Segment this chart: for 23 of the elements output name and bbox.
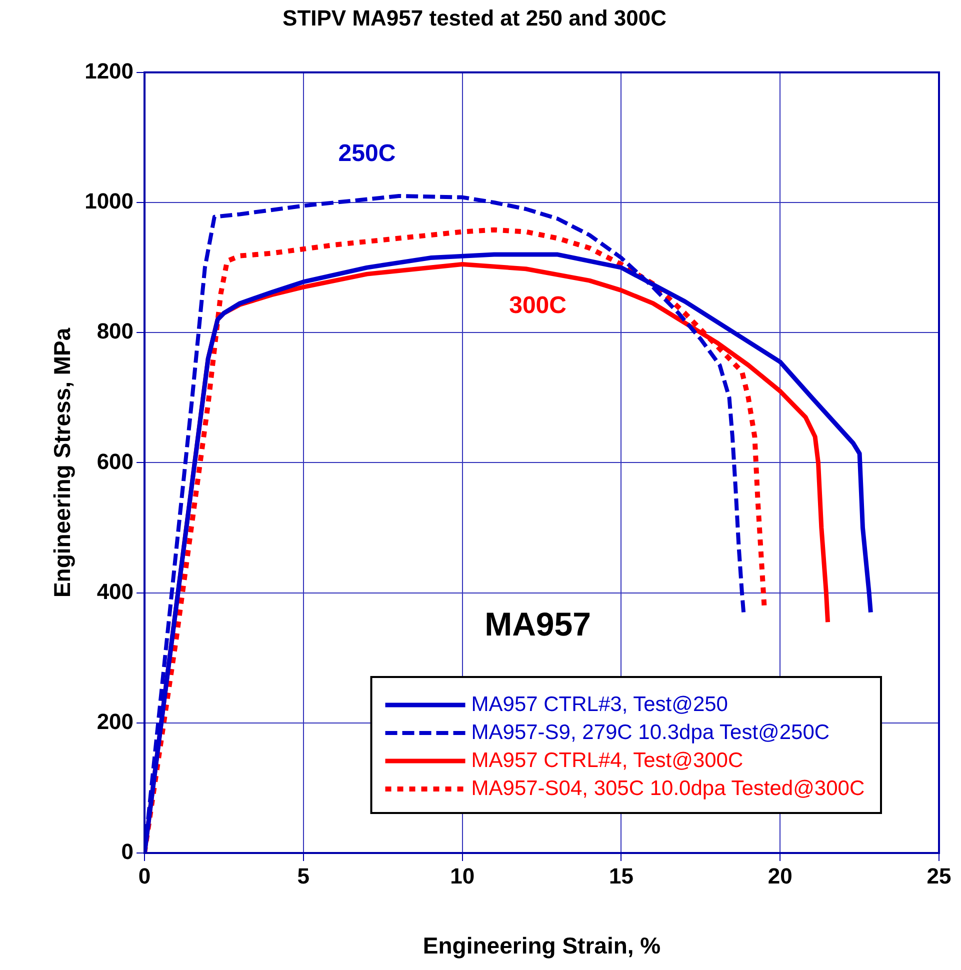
x-tick-label: 20 bbox=[768, 863, 792, 888]
y-tick-label: 1000 bbox=[84, 188, 134, 214]
legend-label: MA957-S04, 305C 10.0dpa Tested@300C bbox=[471, 776, 865, 800]
y-tick-label: 0 bbox=[121, 839, 134, 864]
legend-label: MA957 CTRL#4, Test@300C bbox=[471, 748, 744, 772]
annotation: 300C bbox=[509, 292, 566, 320]
x-axis-title: Engineering Strain, % bbox=[422, 932, 661, 959]
chart-title: STIPV MA957 tested at 250 and 300C bbox=[282, 5, 667, 30]
y-tick-label: 800 bbox=[96, 318, 134, 344]
x-tick-label: 25 bbox=[926, 863, 952, 888]
legend-label: MA957-S9, 279C 10.3dpa Test@250C bbox=[471, 720, 830, 744]
y-axis-title: Engineering Stress, MPa bbox=[49, 328, 76, 598]
x-tick-label: 10 bbox=[450, 863, 475, 888]
x-tick-label: 5 bbox=[297, 863, 310, 888]
x-tick-label: 15 bbox=[608, 863, 634, 888]
legend-label: MA957 CTRL#3, Test@250 bbox=[471, 692, 728, 716]
x-tick-label: 0 bbox=[138, 863, 151, 888]
y-tick-label: 200 bbox=[96, 708, 134, 734]
annotation: 250C bbox=[338, 140, 396, 167]
y-tick-label: 600 bbox=[96, 448, 134, 474]
y-tick-label: 1200 bbox=[84, 58, 134, 84]
y-tick-label: 400 bbox=[96, 578, 134, 604]
annotation: MA957 bbox=[484, 606, 591, 643]
